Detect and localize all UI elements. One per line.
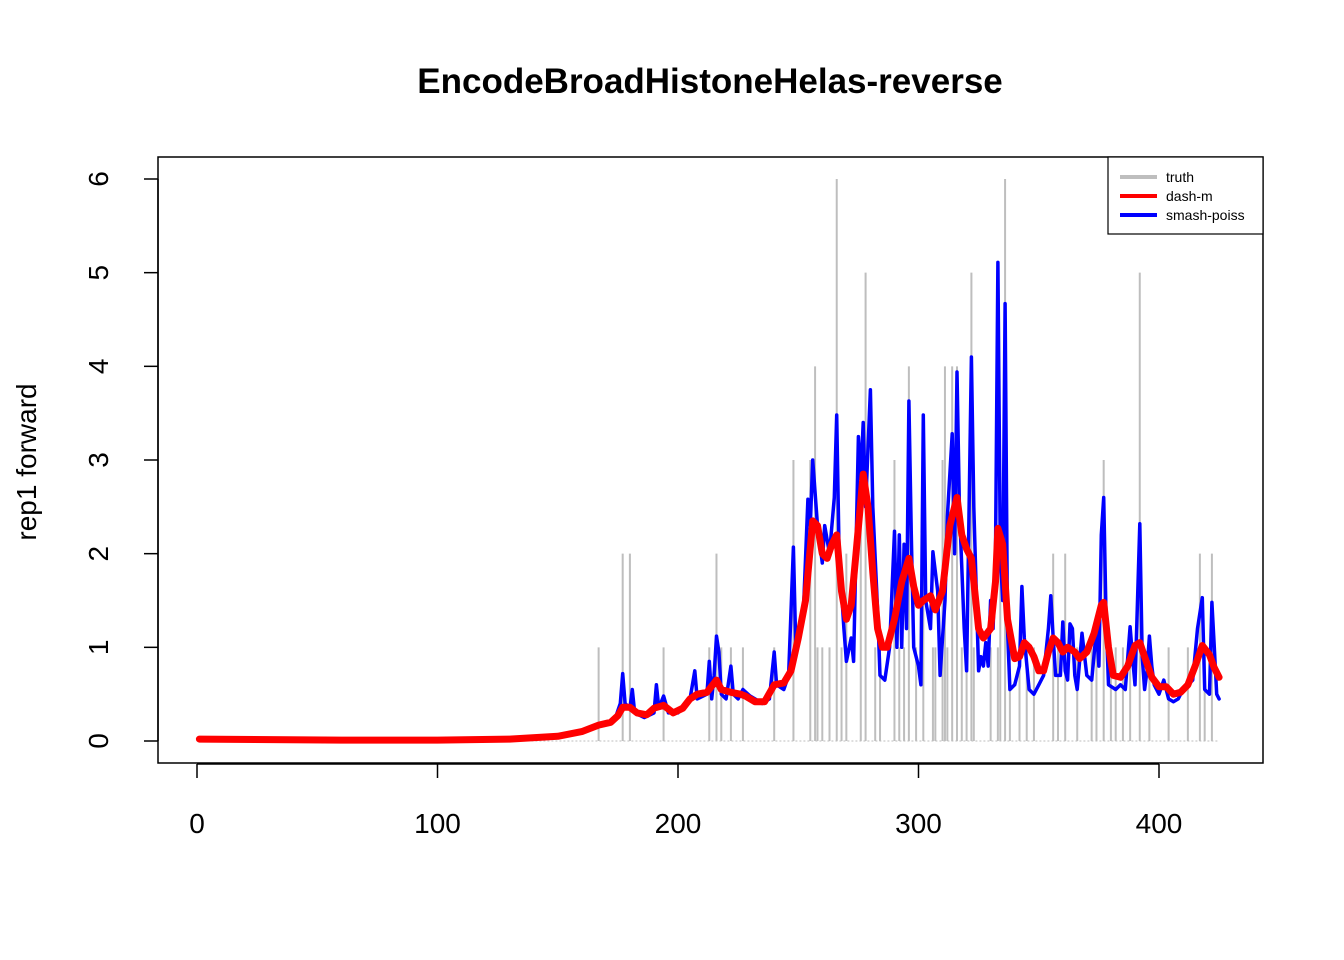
legend-label-dash-m: dash-m — [1166, 188, 1213, 204]
axes: 0 100 200 300 400 0 1 2 3 4 5 6 — [83, 171, 1182, 839]
x-tick-label-0: 0 — [189, 808, 205, 839]
y-tick-label-4: 4 — [83, 359, 114, 375]
line-series — [195, 260, 1223, 744]
y-tick-label-6: 6 — [83, 171, 114, 187]
y-tick-label-5: 5 — [83, 265, 114, 281]
x-tick-label-300: 300 — [895, 808, 942, 839]
legend: truth dash-m smash-poiss — [1107, 156, 1264, 235]
y-tick-label-0: 0 — [83, 733, 114, 749]
y-tick-label-2: 2 — [83, 546, 114, 562]
y-axis-label: rep1 forward — [11, 383, 42, 540]
legend-label-truth: truth — [1166, 169, 1194, 185]
chart-title: EncodeBroadHistoneHelas-reverse — [417, 62, 1003, 101]
legend-label-smash-poiss: smash-poiss — [1166, 207, 1245, 223]
y-tick-label-3: 3 — [83, 452, 114, 468]
y-tick-label-1: 1 — [83, 640, 114, 656]
x-tick-label-100: 100 — [414, 808, 461, 839]
dash-m-line — [195, 470, 1223, 744]
smash-poiss-line — [197, 260, 1221, 742]
x-tick-label-400: 400 — [1136, 808, 1183, 839]
x-tick-label-200: 200 — [655, 808, 702, 839]
